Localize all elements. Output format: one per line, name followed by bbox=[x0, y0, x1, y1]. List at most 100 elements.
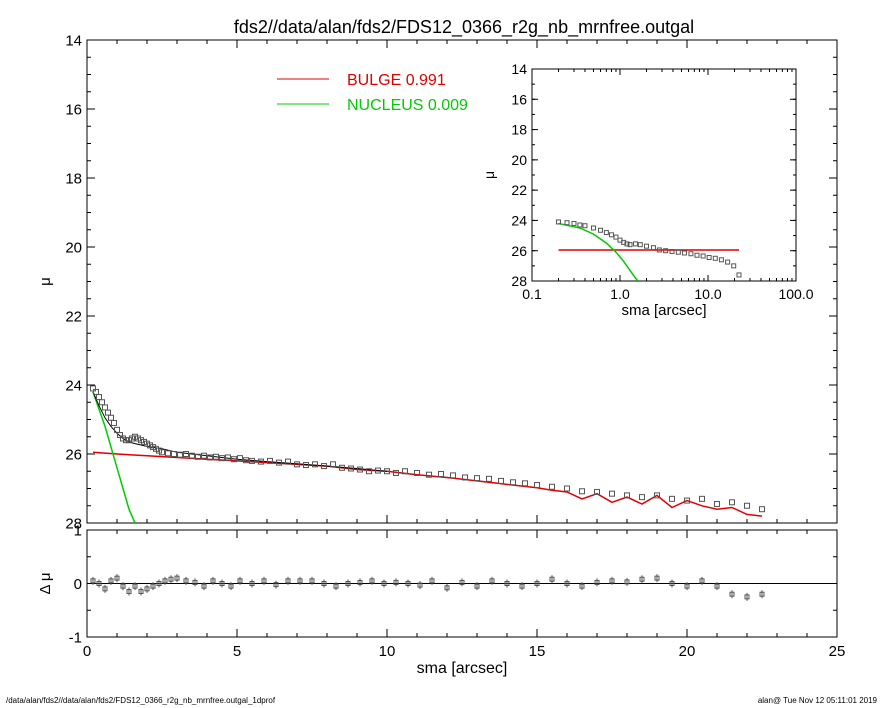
data-point bbox=[348, 465, 354, 472]
data-point bbox=[498, 477, 504, 484]
data-point bbox=[330, 461, 336, 468]
data-point bbox=[132, 583, 138, 589]
data-point bbox=[285, 458, 291, 465]
data-point bbox=[192, 579, 198, 585]
data-point bbox=[381, 581, 387, 586]
data-point bbox=[688, 251, 694, 257]
data-point bbox=[375, 467, 381, 474]
data-point bbox=[675, 249, 681, 255]
data-point bbox=[639, 494, 645, 501]
y-tick-label: 22 bbox=[65, 308, 82, 325]
data-point bbox=[174, 575, 180, 581]
data-point bbox=[312, 461, 318, 468]
data-point bbox=[637, 242, 643, 248]
data-point bbox=[608, 232, 614, 238]
data-point bbox=[714, 583, 720, 589]
y-tick-label: -1 bbox=[69, 629, 82, 646]
data-point bbox=[729, 499, 735, 506]
y-tick-label: 20 bbox=[511, 152, 527, 168]
data-point bbox=[177, 451, 183, 458]
y-tick-label: 26 bbox=[65, 446, 82, 463]
data-point bbox=[489, 578, 495, 584]
data-point bbox=[744, 594, 750, 600]
chart-title: fds2//data/alan/fds2/FDS12_0366_r2g_nb_m… bbox=[234, 17, 694, 38]
data-point bbox=[249, 457, 255, 464]
data-point bbox=[237, 455, 243, 462]
data-point bbox=[613, 234, 619, 240]
data-point bbox=[96, 394, 102, 401]
data-point bbox=[357, 466, 363, 473]
data-point bbox=[594, 579, 600, 585]
data-point bbox=[579, 583, 585, 589]
x-tick-label: 15 bbox=[529, 643, 546, 660]
data-point bbox=[699, 495, 705, 502]
data-point bbox=[120, 583, 126, 589]
data-point bbox=[183, 578, 189, 584]
data-point bbox=[731, 263, 737, 269]
series-line-nucleus bbox=[92, 391, 136, 523]
data-point bbox=[624, 492, 630, 499]
data-point bbox=[105, 409, 111, 416]
data-point bbox=[237, 578, 243, 584]
data-point bbox=[714, 501, 720, 508]
data-point bbox=[249, 581, 255, 586]
inset-background bbox=[532, 69, 796, 281]
data-point bbox=[486, 475, 492, 482]
data-point bbox=[564, 485, 570, 492]
data-point bbox=[736, 272, 742, 278]
data-point bbox=[99, 399, 105, 406]
data-point bbox=[294, 461, 300, 468]
data-point bbox=[144, 586, 150, 592]
data-point bbox=[725, 259, 731, 265]
data-point bbox=[474, 583, 480, 589]
data-point bbox=[450, 472, 456, 479]
footer-timestamp: alan@ Tue Nov 12 05:11:01 2019 bbox=[757, 696, 877, 705]
data-point bbox=[643, 243, 649, 249]
data-point bbox=[438, 471, 444, 478]
data-point bbox=[108, 578, 114, 584]
data-point bbox=[603, 230, 609, 236]
data-point bbox=[102, 404, 108, 411]
data-point bbox=[663, 248, 669, 254]
data-point bbox=[669, 495, 675, 502]
data-point bbox=[444, 585, 450, 591]
data-point bbox=[426, 471, 432, 478]
data-point bbox=[405, 581, 411, 586]
data-point bbox=[219, 581, 225, 586]
data-point bbox=[402, 468, 408, 475]
data-point bbox=[261, 578, 267, 584]
data-point bbox=[369, 578, 375, 584]
y-axis-label: μ bbox=[37, 277, 54, 286]
data-point bbox=[669, 248, 675, 254]
data-point bbox=[681, 250, 687, 256]
y-tick-label: 0 bbox=[74, 576, 82, 593]
x-tick-label: 10.0 bbox=[694, 286, 721, 302]
data-point bbox=[213, 453, 219, 460]
data-point bbox=[201, 452, 207, 459]
data-point bbox=[534, 581, 540, 586]
data-point bbox=[285, 578, 291, 584]
data-point bbox=[718, 257, 724, 263]
series-line-nucleus bbox=[558, 222, 639, 281]
inset-plot: 0.1 1.0 10.0 100.0 14 16 18 20 22 24 26 28 μ sma [arc… bbox=[481, 61, 814, 319]
data-point bbox=[591, 225, 597, 231]
x-axis-label: sma [arcsec] bbox=[621, 302, 706, 319]
data-point bbox=[555, 219, 561, 225]
data-point bbox=[243, 457, 249, 464]
data-point bbox=[102, 586, 108, 592]
y-tick-label: 28 bbox=[65, 515, 82, 532]
y-tick-label: 16 bbox=[65, 101, 82, 118]
data-point bbox=[684, 497, 690, 504]
data-point bbox=[571, 220, 577, 226]
x-tick-label: 0 bbox=[83, 643, 91, 660]
data-point bbox=[321, 463, 327, 470]
data-point bbox=[384, 468, 390, 475]
x-tick-label: 1.0 bbox=[610, 286, 630, 302]
x-tick-label: 10 bbox=[379, 643, 396, 660]
data-point bbox=[171, 451, 177, 457]
data-point bbox=[231, 456, 237, 463]
data-point bbox=[333, 583, 339, 589]
data-point bbox=[609, 490, 615, 497]
data-point bbox=[219, 455, 225, 462]
